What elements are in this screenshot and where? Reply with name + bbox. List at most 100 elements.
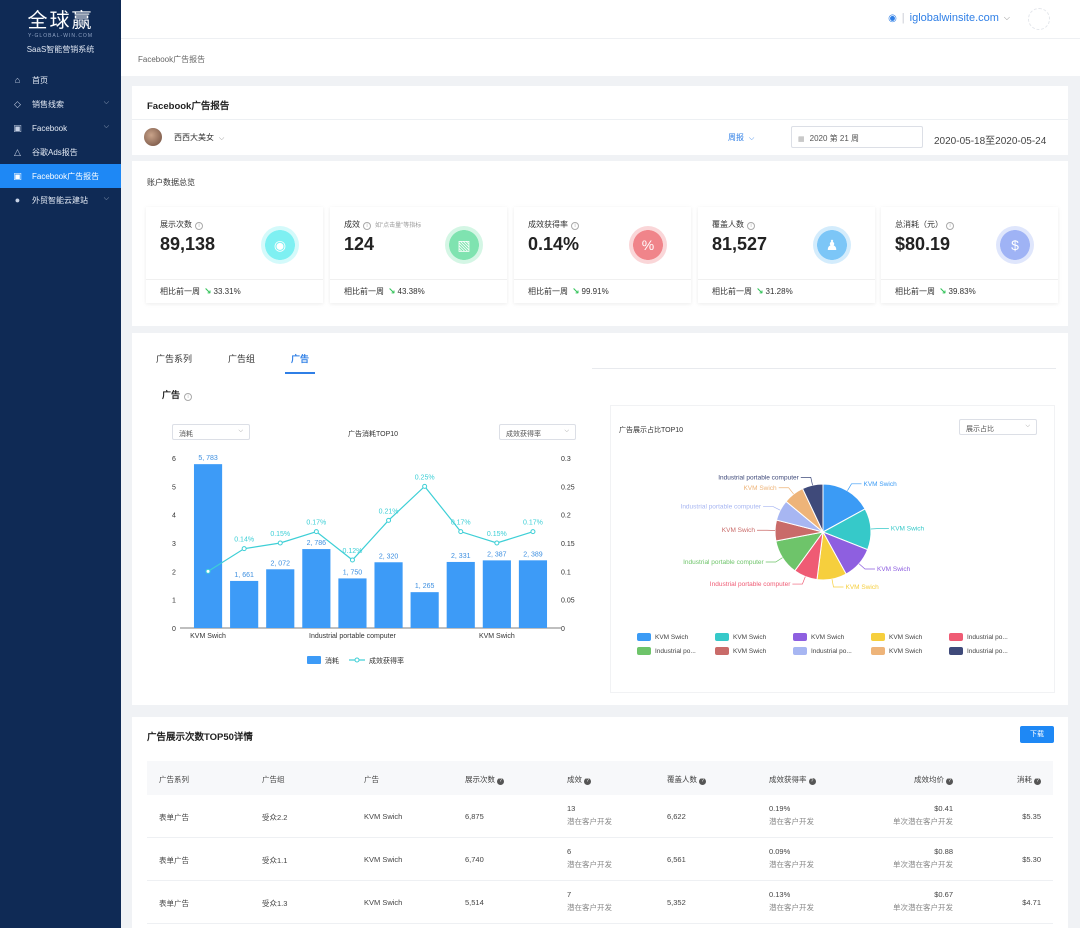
select-value: 消耗: [179, 431, 193, 438]
chevron-down-icon: ⌵: [103, 123, 109, 130]
legend-item[interactable]: KVM Swich: [871, 647, 922, 655]
pie-slice[interactable]: [801, 483, 824, 533]
info-icon: i: [195, 222, 203, 230]
metric-left-select[interactable]: 消耗 ⌵: [172, 424, 250, 440]
sidebar-item-facebook[interactable]: ▣ Facebook ⌵: [0, 116, 121, 140]
section-title-text: 广告: [162, 390, 181, 400]
col-adset[interactable]: 广告组: [262, 774, 285, 785]
bar: [374, 562, 403, 628]
pie-leader-line: [765, 557, 783, 563]
stat-change: 31.28%: [765, 287, 793, 296]
series-line: [207, 485, 534, 572]
stat-change: 33.31%: [213, 287, 241, 296]
legend-swatch: [871, 647, 885, 655]
legend-item[interactable]: KVM Swich: [715, 647, 766, 655]
compare-label: 相比前一周: [344, 287, 384, 296]
legend-label: KVM Swich: [889, 633, 923, 641]
pie-slice-label: KVM Swich: [743, 485, 777, 492]
chevron-down-icon: ⌵: [103, 195, 109, 202]
legend-label: Industrial po...: [967, 633, 1008, 641]
tab-adsets[interactable]: 广告组: [228, 354, 256, 364]
legend-label: Industrial po...: [967, 647, 1008, 655]
pie-slice-label: KVM Swich: [722, 527, 756, 534]
cell-adset: 受众1.1: [262, 856, 288, 865]
stat-label-text: 总消耗（元）: [895, 220, 943, 229]
legend-item[interactable]: KVM Swich: [871, 633, 922, 641]
legend-item[interactable]: KVM Swich: [715, 633, 766, 641]
period-select[interactable]: 周报 ⌵: [728, 132, 754, 143]
column-label: 广告组: [262, 775, 285, 784]
column-label: 展示次数: [465, 775, 495, 784]
cell-cost-per-result: $0.88 单次潜在客户开发: [893, 847, 953, 870]
sidebar-item-sales-leads[interactable]: ◇ 销售线索 ⌵: [0, 92, 121, 116]
cell-spend: $5.35: [1022, 812, 1041, 821]
profile-select[interactable]: 西西大美女 ⌵: [174, 132, 224, 143]
pie-metric-select[interactable]: 展示占比 ⌵: [959, 419, 1037, 435]
bar-label: 5, 783: [198, 455, 218, 462]
cpr-value: $0.41: [934, 804, 953, 813]
legend-item[interactable]: KVM Swich: [637, 633, 688, 641]
line-label: 0.15%: [270, 531, 290, 538]
breadcrumb[interactable]: Facebook广告报告: [138, 55, 206, 64]
sidebar-item-home[interactable]: ⌂ 首页: [0, 68, 121, 92]
week-picker[interactable]: ▦ 2020 第 21 周: [791, 126, 923, 148]
table-header: 广告系列 广告组 广告 展示次数? 成效? 覆盖人数? 成效获得率? 成效均价?…: [147, 761, 1053, 795]
divider: [146, 279, 323, 280]
legend-item[interactable]: KVM Swich: [793, 633, 844, 641]
y-right-tick: 0.25: [561, 484, 575, 491]
legend-swatch: [793, 647, 807, 655]
pie-slice[interactable]: [822, 483, 866, 533]
cell-reach: 6,622: [667, 812, 686, 821]
stat-hint: 如"点击量"等指标: [375, 223, 422, 229]
chevron-down-icon: ⌵: [103, 99, 109, 106]
legend-item[interactable]: Industrial po...: [949, 647, 1008, 655]
stat-card: 成效 i 如"点击量"等指标 124 ▧ 相比前一周 ↘ 43.38%: [330, 207, 507, 303]
y-right-tick: 0.15: [561, 541, 575, 548]
cell-reach: 6,561: [667, 855, 686, 864]
help-icon: ?: [808, 778, 816, 785]
table-row[interactable]: 表单广告 受众1.1 KVM Swich 6,740 6 潜在客户开发 6,561 0.09%…: [147, 838, 1053, 881]
legend-item[interactable]: Industrial po...: [637, 647, 696, 655]
legend-item[interactable]: Industrial po...: [949, 633, 1008, 641]
info-icon: i: [363, 222, 371, 230]
stat-change: 43.38%: [397, 287, 425, 296]
sidebar-item-site-builder[interactable]: ● 外贸智能云建站 ⌵: [0, 188, 121, 212]
col-ad[interactable]: 广告: [364, 774, 379, 785]
legend-label: KVM Swich: [811, 633, 845, 641]
table-row[interactable]: 表单广告 受众2.2 KVM Swich 6,875 13 潜在客户开发 6,622 0.19…: [147, 795, 1053, 838]
table-row[interactable]: 表单广告 受众1.3 KVM Swich 5,514 7 潜在客户开发 5,352 0.13%…: [147, 881, 1053, 924]
report-header-card: Facebook广告报告 西西大美女 ⌵ 周报 ⌵ ▦ 2020 第 21 周 202…: [132, 86, 1068, 155]
col-reach[interactable]: 覆盖人数?: [667, 774, 706, 785]
user-avatar[interactable]: [1028, 8, 1050, 30]
sidebar-item-label: 首页: [32, 75, 48, 85]
col-campaign[interactable]: 广告系列: [159, 774, 189, 785]
chevron-down-icon: ⌵: [1025, 423, 1030, 429]
cell-results: 13 潜在客户开发: [567, 804, 612, 827]
help-icon: ?: [497, 778, 504, 785]
line-label: 0.17%: [451, 520, 471, 527]
y-left-tick: 3: [172, 541, 176, 548]
col-impressions[interactable]: 展示次数?: [465, 774, 504, 785]
col-results[interactable]: 成效?: [567, 774, 591, 785]
bar-label: 2, 387: [487, 551, 507, 558]
cell-impressions: 5,514: [465, 898, 484, 907]
sidebar-item-google-ads[interactable]: △ 谷歌Ads报告: [0, 140, 121, 164]
col-result-rate[interactable]: 成效获得率?: [769, 774, 816, 785]
x-tick: KVM Swich: [190, 633, 226, 640]
logo[interactable]: 全球赢 Y-GLOBAL-WIN.COM SaaS智能营销系统: [0, 0, 121, 62]
download-button[interactable]: 下载: [1020, 726, 1054, 743]
metric-right-select[interactable]: 成效获得率 ⌵: [499, 424, 576, 440]
sidebar-item-facebook-report[interactable]: ▣ Facebook广告报告: [0, 164, 121, 188]
site-switcher[interactable]: ◉ | iglobalwinsite.com ⌵: [888, 12, 1010, 24]
legend-item[interactable]: Industrial po...: [793, 647, 852, 655]
stat-card: 成效获得率 i 0.14%% 相比前一周 ↘ 99.91%: [514, 207, 691, 303]
bar: [482, 560, 511, 628]
rate-type: 潜在客户开发: [769, 817, 814, 826]
y-left-tick: 2: [172, 569, 176, 576]
overview-card: 账户数据总览 展示次数 i 89,138 ◉ 相比前一周 ↘ 33.31% 成效 i 如"点击量"…: [132, 161, 1068, 326]
col-spend[interactable]: 消耗?: [1017, 774, 1041, 785]
col-cost-per-result[interactable]: 成效均价?: [914, 774, 953, 785]
tab-ads[interactable]: 广告: [285, 345, 316, 374]
tab-campaigns[interactable]: 广告系列: [156, 354, 193, 364]
column-label: 成效获得率: [769, 775, 807, 784]
